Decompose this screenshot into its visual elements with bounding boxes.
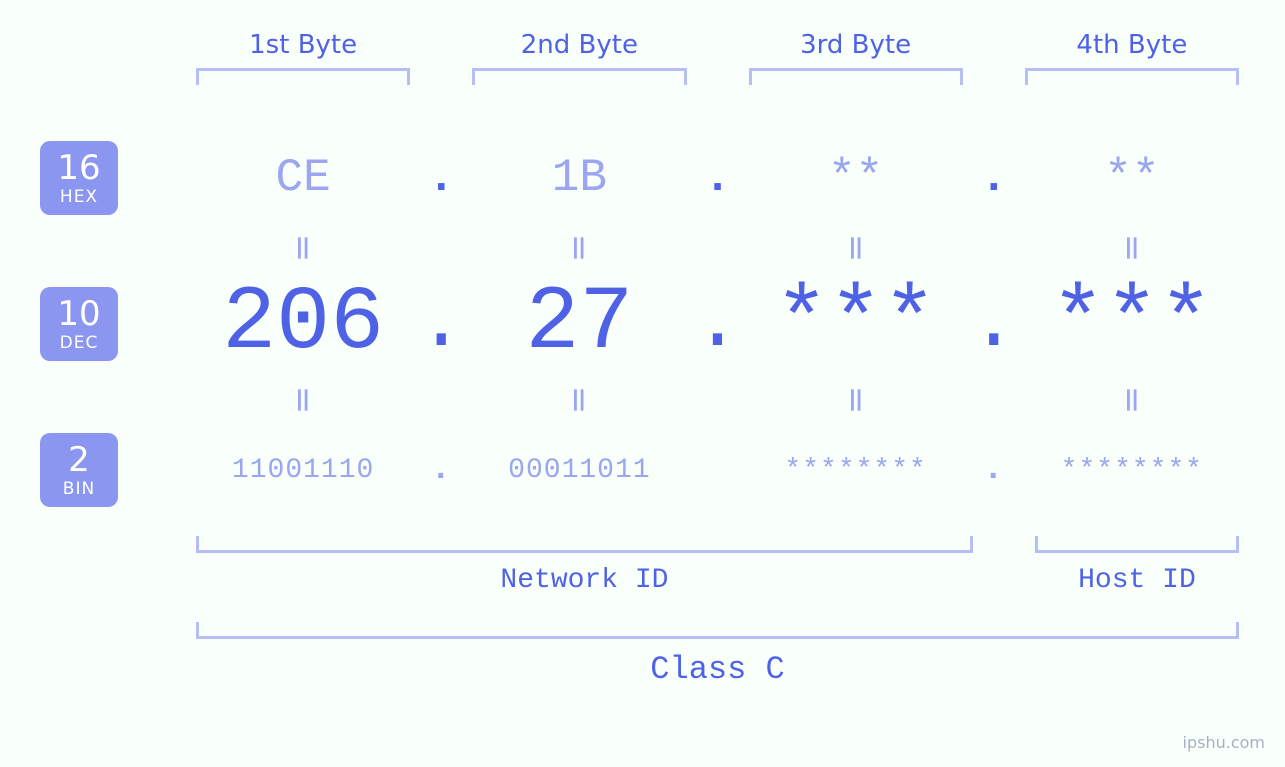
dot-separator: . <box>416 152 466 204</box>
watermark: ipshu.com <box>1183 733 1265 752</box>
byte-brackets-row <box>190 68 1245 88</box>
class-label: Class C <box>190 651 1245 688</box>
dec-row: 10 DEC 206 . 27 . *** . *** <box>40 273 1245 375</box>
dot-separator: . <box>969 279 1019 370</box>
network-id-bracket: Network ID <box>190 535 979 596</box>
hex-badge-num: 16 <box>54 151 104 185</box>
dot-separator: . <box>416 279 466 370</box>
bin-badge-num: 2 <box>54 443 104 477</box>
host-id-label: Host ID <box>1029 565 1245 596</box>
hex-row: 16 HEX CE . 1B . ** . ** <box>40 133 1245 223</box>
byte-header-4: 4th Byte <box>1019 30 1245 60</box>
dec-badge: 10 DEC <box>40 287 118 361</box>
dot-separator: . <box>969 152 1019 204</box>
bin-badge-label: BIN <box>54 479 104 499</box>
host-id-bracket: Host ID <box>1029 535 1245 596</box>
equals-icon: = <box>559 287 599 513</box>
hex-badge-label: HEX <box>54 187 104 207</box>
byte-header-1: 1st Byte <box>190 30 416 60</box>
byte-bracket <box>743 68 969 88</box>
class-bracket-wrap: Class C <box>190 621 1245 688</box>
byte-header-2: 2nd Byte <box>466 30 692 60</box>
dot-separator: . <box>693 152 743 204</box>
dec-badge-num: 10 <box>54 297 104 331</box>
byte-bracket <box>190 68 416 88</box>
byte-bracket <box>466 68 692 88</box>
equals-icon: = <box>283 287 323 513</box>
bin-badge: 2 BIN <box>40 433 118 507</box>
bin-row: 2 BIN 11001110 . 00011011 ******** . ***… <box>40 425 1245 515</box>
dec-badge-label: DEC <box>54 333 104 353</box>
dot-separator: . <box>969 451 1019 489</box>
network-id-label: Network ID <box>190 565 979 596</box>
byte-bracket <box>1019 68 1245 88</box>
hex-badge: 16 HEX <box>40 141 118 215</box>
ip-diagram: 1st Byte 2nd Byte 3rd Byte 4th Byte 16 H… <box>40 30 1245 688</box>
dot-separator: . <box>416 451 466 489</box>
dot-separator: . <box>693 279 743 370</box>
network-host-brackets: Network ID Host ID <box>190 535 1245 596</box>
equals-icon: = <box>836 287 876 513</box>
class-bracket <box>190 621 1245 639</box>
equals-row: = = = = <box>190 375 1245 425</box>
byte-headers-row: 1st Byte 2nd Byte 3rd Byte 4th Byte <box>190 30 1245 60</box>
byte-header-3: 3rd Byte <box>743 30 969 60</box>
equals-row: = = = = <box>190 223 1245 273</box>
equals-icon: = <box>1112 287 1152 513</box>
